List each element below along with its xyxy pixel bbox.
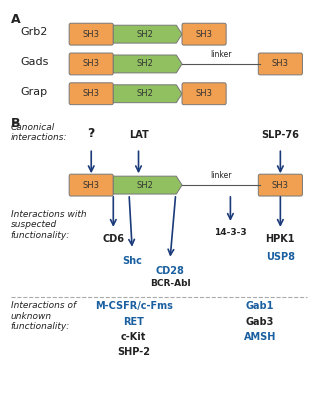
Text: SH2: SH2 [136,60,153,68]
Text: Canonical
interactions:: Canonical interactions: [11,122,67,142]
Text: BCR-Abl: BCR-Abl [150,280,190,288]
Text: SH2: SH2 [136,30,153,39]
Text: SHP-2: SHP-2 [117,346,150,356]
Text: Grb2: Grb2 [20,27,48,37]
Text: SH3: SH3 [83,60,100,68]
FancyBboxPatch shape [258,174,302,196]
Text: Gads: Gads [20,57,49,67]
Text: Gab1: Gab1 [246,301,274,311]
Text: Interactions of
unknown
functionality:: Interactions of unknown functionality: [11,301,76,331]
Text: A: A [11,13,20,26]
FancyBboxPatch shape [182,23,226,45]
Polygon shape [113,25,182,43]
Text: HPK1: HPK1 [266,234,295,244]
Polygon shape [113,176,182,194]
FancyBboxPatch shape [69,23,113,45]
FancyBboxPatch shape [69,53,113,75]
Text: SH3: SH3 [196,89,212,98]
Text: SH3: SH3 [272,181,289,190]
Text: SLP-76: SLP-76 [261,130,299,140]
Text: SH3: SH3 [272,60,289,68]
Text: CD28: CD28 [156,266,184,276]
Text: SH3: SH3 [83,30,100,39]
Text: linker: linker [210,50,232,59]
Text: SH3: SH3 [83,89,100,98]
FancyBboxPatch shape [258,53,302,75]
Text: CD6: CD6 [102,234,124,244]
Text: M-CSFR/c-Fms: M-CSFR/c-Fms [95,301,173,311]
Polygon shape [113,55,182,73]
FancyBboxPatch shape [182,83,226,105]
Text: Interactions with
suspected
functionality:: Interactions with suspected functionalit… [11,210,86,240]
Text: LAT: LAT [129,130,149,140]
Text: SH3: SH3 [83,181,100,190]
Text: Gab3: Gab3 [246,317,274,327]
Text: c-Kit: c-Kit [121,332,147,342]
Text: RET: RET [123,317,144,327]
Polygon shape [113,85,182,103]
Text: SH3: SH3 [196,30,212,39]
Text: ?: ? [87,128,95,140]
Text: Grap: Grap [20,87,47,97]
Text: USP8: USP8 [266,252,295,262]
FancyBboxPatch shape [69,83,113,105]
Text: AMSH: AMSH [244,332,276,342]
Text: SH2: SH2 [136,181,153,190]
Text: B: B [11,116,20,130]
Text: 14-3-3: 14-3-3 [214,228,247,237]
Text: linker: linker [210,171,232,180]
Text: Shc: Shc [122,256,142,266]
FancyBboxPatch shape [69,174,113,196]
Text: SH2: SH2 [136,89,153,98]
